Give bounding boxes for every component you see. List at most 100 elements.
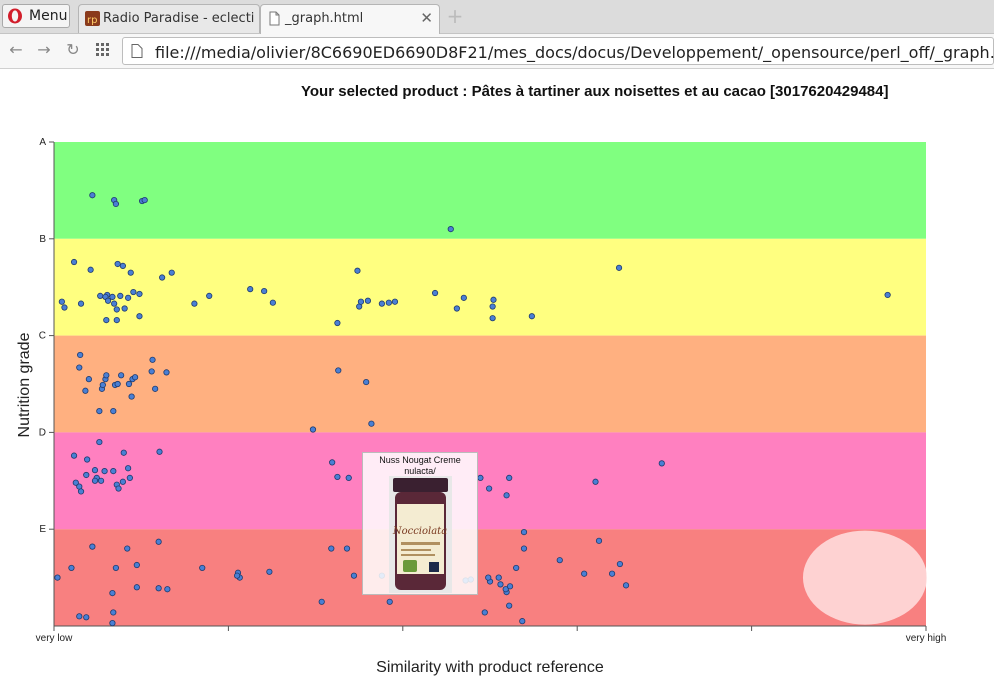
data-point[interactable] bbox=[513, 564, 520, 572]
data-point[interactable] bbox=[357, 298, 365, 305]
data-point[interactable] bbox=[608, 570, 616, 577]
data-point[interactable] bbox=[581, 570, 588, 577]
data-point[interactable] bbox=[164, 586, 171, 593]
data-point[interactable] bbox=[76, 364, 83, 371]
data-point[interactable] bbox=[83, 614, 90, 621]
data-point[interactable] bbox=[141, 196, 148, 204]
data-point[interactable] bbox=[364, 297, 372, 304]
data-point[interactable] bbox=[489, 315, 496, 322]
data-point[interactable] bbox=[163, 369, 170, 376]
data-point[interactable] bbox=[125, 380, 133, 388]
data-point[interactable] bbox=[77, 488, 85, 495]
data-point[interactable] bbox=[114, 380, 121, 388]
data-point[interactable] bbox=[96, 438, 103, 446]
data-point[interactable] bbox=[334, 473, 341, 481]
data-point[interactable] bbox=[884, 291, 891, 299]
close-tab-icon[interactable]: ✕ bbox=[420, 9, 433, 27]
data-point[interactable] bbox=[89, 192, 96, 199]
data-point[interactable] bbox=[385, 299, 392, 306]
data-point[interactable] bbox=[495, 574, 502, 581]
back-icon[interactable]: ← bbox=[9, 40, 23, 59]
data-point[interactable] bbox=[199, 564, 206, 572]
data-point[interactable] bbox=[118, 372, 125, 379]
data-point[interactable] bbox=[328, 545, 335, 552]
data-point[interactable] bbox=[156, 448, 163, 455]
data-point[interactable] bbox=[97, 477, 105, 484]
data-point[interactable] bbox=[125, 294, 132, 301]
data-point[interactable] bbox=[82, 387, 89, 394]
data-point[interactable] bbox=[109, 589, 116, 597]
data-point[interactable] bbox=[481, 609, 488, 616]
data-point[interactable] bbox=[54, 574, 61, 581]
data-point[interactable] bbox=[622, 582, 630, 589]
data-point[interactable] bbox=[133, 561, 140, 569]
data-point[interactable] bbox=[72, 479, 79, 486]
data-point[interactable] bbox=[113, 306, 120, 313]
data-point[interactable] bbox=[616, 560, 624, 568]
data-point[interactable] bbox=[110, 609, 117, 616]
data-point[interactable] bbox=[109, 619, 116, 627]
data-point[interactable] bbox=[431, 289, 439, 297]
data-point[interactable] bbox=[234, 572, 241, 579]
data-point[interactable] bbox=[368, 420, 375, 427]
data-point[interactable] bbox=[58, 298, 65, 305]
data-point[interactable] bbox=[520, 529, 528, 536]
data-point[interactable] bbox=[77, 351, 84, 359]
data-point[interactable] bbox=[148, 368, 155, 375]
data-point[interactable] bbox=[363, 378, 370, 386]
data-point[interactable] bbox=[334, 319, 341, 327]
data-point[interactable] bbox=[70, 258, 78, 266]
data-point[interactable] bbox=[103, 372, 110, 379]
data-point[interactable] bbox=[152, 385, 159, 392]
data-point[interactable] bbox=[97, 292, 104, 300]
data-point[interactable] bbox=[595, 537, 603, 544]
data-point[interactable] bbox=[120, 449, 127, 456]
data-point[interactable] bbox=[261, 287, 268, 295]
data-point[interactable] bbox=[318, 598, 325, 605]
data-point[interactable] bbox=[112, 564, 120, 572]
data-point[interactable] bbox=[61, 304, 68, 311]
data-point[interactable] bbox=[506, 583, 514, 590]
data-point[interactable] bbox=[447, 226, 454, 233]
reload-icon[interactable]: ↻ bbox=[66, 40, 80, 59]
data-point[interactable] bbox=[350, 572, 358, 579]
data-point[interactable] bbox=[335, 367, 342, 374]
data-point[interactable] bbox=[269, 299, 276, 306]
data-point[interactable] bbox=[149, 356, 156, 363]
data-point[interactable] bbox=[121, 305, 128, 312]
data-point[interactable] bbox=[110, 408, 117, 415]
tab-graph[interactable]: _graph.html ✕ bbox=[260, 4, 440, 34]
data-point[interactable] bbox=[206, 292, 213, 300]
data-point[interactable] bbox=[519, 618, 526, 625]
data-point[interactable] bbox=[136, 290, 143, 298]
data-point[interactable] bbox=[354, 267, 361, 274]
data-point[interactable] bbox=[119, 478, 126, 485]
data-point[interactable] bbox=[247, 286, 254, 293]
data-point[interactable] bbox=[133, 584, 140, 591]
data-point[interactable] bbox=[658, 460, 665, 467]
data-point[interactable] bbox=[556, 557, 563, 564]
data-point[interactable] bbox=[91, 467, 99, 474]
tab-radio-paradise[interactable]: rp Radio Paradise - eclecti bbox=[78, 4, 260, 33]
address-bar[interactable]: file:///media/olivier/8C6690ED6690D8F21/… bbox=[122, 37, 994, 65]
data-point[interactable] bbox=[477, 474, 484, 481]
data-point[interactable] bbox=[502, 586, 509, 593]
data-point[interactable] bbox=[113, 317, 120, 324]
data-point[interactable] bbox=[68, 564, 75, 572]
data-point[interactable] bbox=[101, 468, 108, 475]
data-point[interactable] bbox=[126, 474, 133, 481]
data-point[interactable] bbox=[489, 303, 496, 310]
data-point[interactable] bbox=[503, 492, 510, 499]
data-point[interactable] bbox=[506, 474, 513, 481]
data-point[interactable] bbox=[378, 300, 385, 307]
data-point[interactable] bbox=[115, 485, 122, 492]
data-point[interactable] bbox=[117, 292, 124, 300]
data-point[interactable] bbox=[128, 393, 135, 400]
data-point[interactable] bbox=[84, 456, 91, 463]
data-point[interactable] bbox=[114, 260, 121, 268]
data-point[interactable] bbox=[85, 376, 92, 383]
data-point[interactable] bbox=[109, 293, 116, 300]
data-point[interactable] bbox=[592, 478, 599, 485]
data-point[interactable] bbox=[506, 602, 513, 609]
data-point[interactable] bbox=[125, 465, 132, 472]
